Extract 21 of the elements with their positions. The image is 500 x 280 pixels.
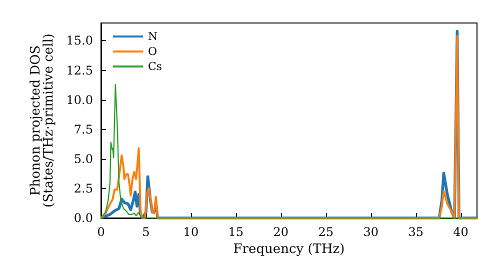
legend-label: Cs xyxy=(148,60,162,73)
legend-label: O xyxy=(148,45,158,58)
x-tick-label: 0 xyxy=(97,225,105,239)
legend-label: N xyxy=(148,30,158,43)
x-tick-label: 25 xyxy=(318,225,334,239)
x-tick-label: 40 xyxy=(453,225,468,239)
y-tick-label: 2.5 xyxy=(74,181,93,196)
y-tick-label: 7.5 xyxy=(74,122,93,136)
x-tick-label: 5 xyxy=(142,225,150,239)
x-tick-label: 35 xyxy=(408,225,424,239)
x-tick-label: 10 xyxy=(183,225,199,239)
x-tick-label: 30 xyxy=(363,225,378,239)
y-tick-label: 12.5 xyxy=(66,63,93,78)
y-axis-title: Phonon projected DOS (States/THz·primitive cell) xyxy=(28,33,56,208)
y-tick-label: 0.0 xyxy=(74,211,93,225)
x-tick-label: 15 xyxy=(228,225,244,239)
y-tick-label: 15.0 xyxy=(66,34,93,48)
y-tick-label: 10.0 xyxy=(66,92,93,107)
y-tick-label: 5.0 xyxy=(74,152,93,166)
x-axis-title: Frequency (THz) xyxy=(233,242,345,257)
x-tick-label: 20 xyxy=(273,225,289,239)
